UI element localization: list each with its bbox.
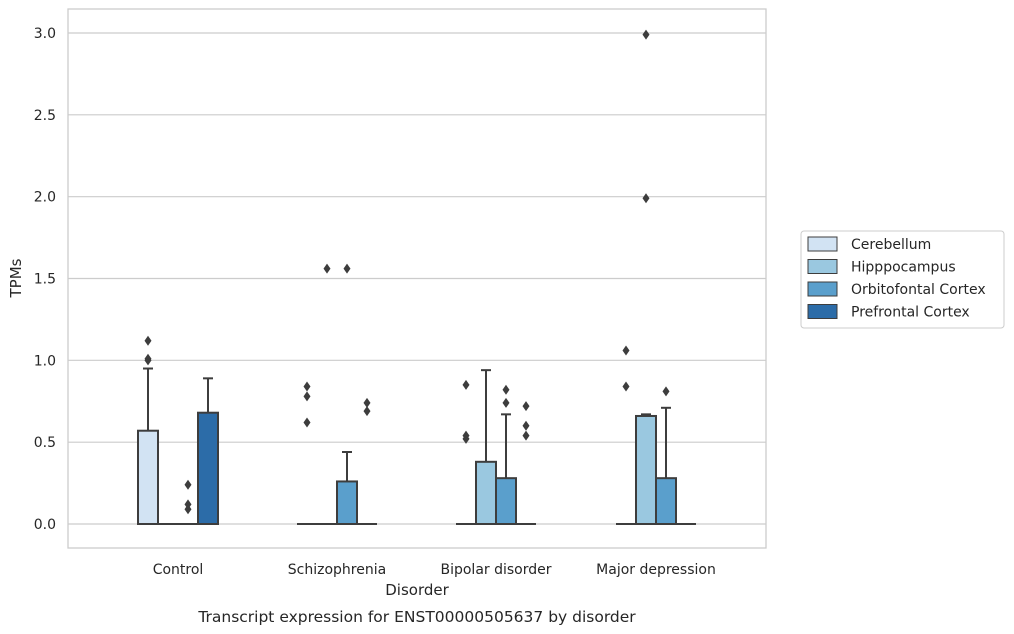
box-body	[495, 477, 517, 526]
chart-caption: Transcript expression for ENST0000050563…	[197, 608, 636, 626]
outlier-point	[184, 479, 192, 490]
outlier-point	[303, 391, 311, 402]
outlier-point	[303, 417, 311, 428]
boxes	[137, 29, 696, 526]
x-tick-label: Bipolar disorder	[440, 562, 551, 578]
box-0-3	[616, 345, 636, 525]
outlier-point	[642, 193, 650, 204]
legend-label: Orbitofontal Cortex	[851, 282, 986, 298]
x-tick-label: Major depression	[596, 562, 716, 578]
outlier-point	[462, 379, 470, 390]
outlier-point	[184, 499, 192, 510]
box-2-2	[495, 384, 517, 526]
x-tick-labels: Control Schizophrenia Bipolar disorder Majo…	[153, 562, 716, 578]
y-tick-label: 2.0	[34, 190, 56, 206]
legend-label: Prefrontal Cortex	[851, 305, 970, 321]
legend-swatch	[807, 281, 838, 297]
outlier-point	[502, 397, 510, 408]
outlier-point	[363, 397, 371, 408]
x-axis-label: Disorder	[385, 581, 449, 599]
y-tick-label: 0.5	[34, 435, 56, 451]
legend-swatch	[807, 259, 838, 274]
outlier-point	[522, 420, 530, 431]
box-3-1	[357, 397, 377, 525]
legend-label: Cerebellum	[851, 237, 931, 253]
box-body	[336, 480, 358, 525]
outlier-point	[343, 263, 351, 274]
box-0-1	[297, 381, 317, 525]
box-body	[635, 414, 657, 526]
legend-swatch	[807, 236, 838, 252]
box-3-0	[197, 377, 219, 525]
box-body	[655, 477, 677, 526]
outlier-point	[662, 386, 670, 397]
y-tick-labels: 0.0 0.5 1.0 1.5 2.0 2.5 3.0	[34, 26, 56, 533]
outlier-point	[642, 29, 650, 40]
outlier-point	[622, 381, 630, 392]
box-0-2	[456, 379, 476, 525]
box-1-1	[317, 263, 337, 525]
box-2-1	[336, 263, 358, 525]
legend-label: Hipppocampus	[851, 260, 956, 276]
outlier-point	[522, 430, 530, 441]
outlier-point	[323, 263, 331, 274]
box-1-3	[635, 29, 657, 526]
outlier-point	[144, 353, 152, 364]
x-tick-label: Control	[153, 562, 204, 578]
legend: Cerebellum Hipppocampus Orbitofontal Corte…	[800, 230, 1005, 329]
outlier-point	[502, 384, 510, 395]
plot-frame	[67, 8, 767, 549]
box-body	[475, 460, 497, 526]
outlier-point	[363, 406, 371, 417]
box-3-2	[516, 401, 536, 525]
box-body	[197, 411, 219, 525]
y-tick-label: 0.0	[34, 517, 56, 533]
outlier-point	[522, 401, 530, 412]
y-axis-label: TPMs	[7, 258, 25, 298]
outlier-point	[303, 381, 311, 392]
box-body	[137, 429, 159, 525]
y-tick-label: 2.5	[34, 108, 56, 124]
y-tick-label: 3.0	[34, 26, 56, 42]
outlier-point	[462, 430, 470, 441]
legend-swatch	[807, 304, 838, 319]
legend-frame	[800, 230, 1005, 329]
box-2-0	[178, 479, 198, 525]
y-tick-label: 1.0	[34, 353, 56, 369]
outlier-point	[144, 335, 152, 346]
box-0-0	[137, 335, 159, 525]
y-tick-label: 1.5	[34, 272, 56, 288]
outlier-point	[622, 345, 630, 356]
box-2-3	[655, 386, 677, 526]
x-tick-label: Schizophrenia	[288, 562, 386, 578]
